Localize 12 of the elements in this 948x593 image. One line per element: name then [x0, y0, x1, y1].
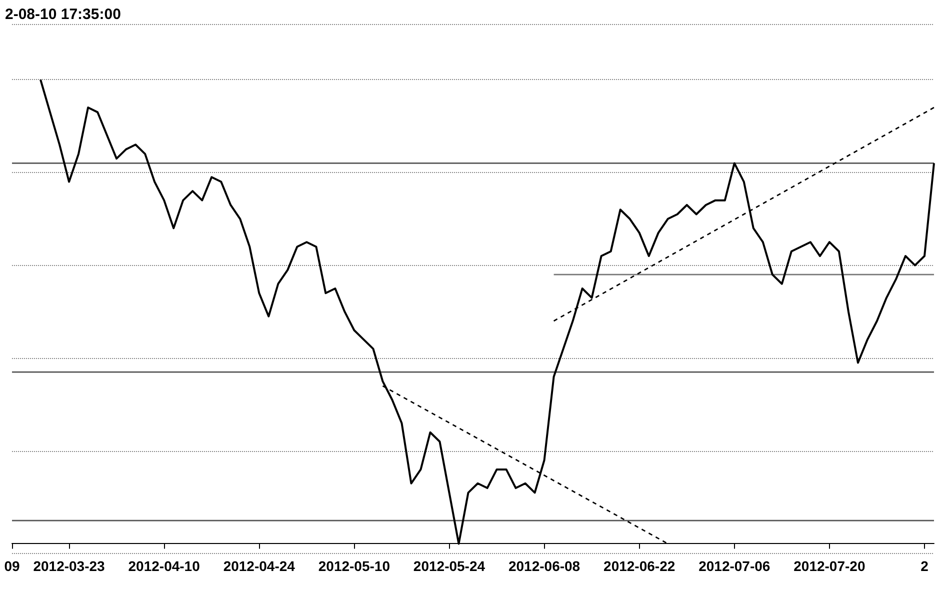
x-tick-label: 2 — [920, 558, 929, 574]
chart-title: 2-08-10 17:35:00 — [5, 6, 121, 23]
x-tick-label: 2012-06-08 — [508, 558, 580, 574]
x-tick-label: 2012-06-22 — [604, 558, 676, 574]
x-tick-label: 2012-05-10 — [318, 558, 390, 574]
x-tick-label: 2012-07-20 — [794, 558, 866, 574]
x-tick-label: 09 — [4, 558, 20, 574]
x-tick-label: 2012-05-24 — [413, 558, 486, 574]
x-tick-label: 2012-04-10 — [128, 558, 200, 574]
x-tick-label: 2012-07-06 — [698, 558, 770, 574]
x-tick-label: 2012-03-23 — [33, 558, 106, 574]
x-tick-label: 2012-04-24 — [223, 558, 296, 574]
